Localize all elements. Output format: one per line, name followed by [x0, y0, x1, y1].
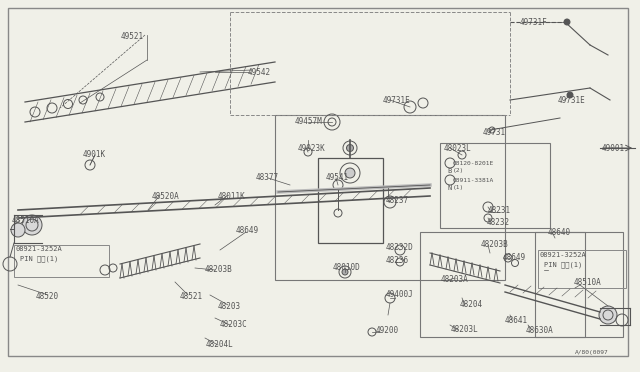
Text: 48203B: 48203B — [481, 240, 509, 249]
Text: 48510A: 48510A — [12, 216, 40, 225]
Text: A/80(0097: A/80(0097 — [575, 350, 609, 355]
Text: 48203L: 48203L — [451, 325, 479, 334]
Text: 48010D: 48010D — [333, 263, 361, 272]
Text: 48203B: 48203B — [205, 265, 233, 274]
Text: 49521: 49521 — [120, 32, 143, 41]
Text: 49731: 49731 — [483, 128, 506, 137]
Text: 48203: 48203 — [218, 302, 241, 311]
Circle shape — [599, 306, 617, 324]
Bar — [420, 232, 585, 337]
Text: PIN ピン(1): PIN ピン(1) — [544, 261, 582, 267]
Text: PIN ピン(1): PIN ピン(1) — [20, 255, 58, 262]
Text: 49731E: 49731E — [558, 96, 586, 105]
Bar — [318, 158, 383, 243]
Text: 49457M: 49457M — [295, 117, 323, 126]
Circle shape — [564, 19, 570, 25]
Bar — [538, 250, 626, 288]
Text: 49731E: 49731E — [383, 96, 411, 105]
Circle shape — [567, 92, 573, 98]
Bar — [440, 143, 550, 228]
Text: 49400J: 49400J — [386, 290, 413, 299]
Text: 49001: 49001 — [602, 144, 625, 153]
Text: 08120-8201E: 08120-8201E — [453, 161, 494, 166]
Text: 4901K: 4901K — [83, 150, 106, 159]
Text: 48023L: 48023L — [444, 144, 472, 153]
Text: 48236: 48236 — [386, 256, 409, 265]
Text: 48237: 48237 — [386, 196, 409, 205]
Text: 49731F: 49731F — [520, 18, 548, 27]
Circle shape — [346, 144, 353, 151]
Text: 48641: 48641 — [505, 316, 528, 325]
Text: 49541: 49541 — [326, 173, 349, 182]
Text: 08921-3252A: 08921-3252A — [540, 252, 587, 258]
Circle shape — [22, 215, 42, 235]
Text: 48011K: 48011K — [218, 192, 246, 201]
Bar — [535, 232, 623, 337]
Text: 48510A: 48510A — [574, 278, 602, 287]
Text: 48203A: 48203A — [441, 275, 468, 284]
Circle shape — [11, 223, 25, 237]
Text: 49542: 49542 — [248, 68, 271, 77]
Text: 48204: 48204 — [460, 300, 483, 309]
Text: 48204L: 48204L — [206, 340, 234, 349]
Text: 49200: 49200 — [376, 326, 399, 335]
Bar — [275, 115, 505, 280]
Text: 48232: 48232 — [487, 218, 510, 227]
Text: 48640: 48640 — [548, 228, 571, 237]
Circle shape — [342, 269, 348, 275]
Text: 48232D: 48232D — [386, 243, 413, 252]
Text: 48649: 48649 — [236, 226, 259, 235]
Text: 48630A: 48630A — [526, 326, 554, 335]
Text: 08921-3252A: 08921-3252A — [16, 246, 63, 252]
Text: (1): (1) — [453, 185, 464, 190]
Text: 48231: 48231 — [488, 206, 511, 215]
Text: (2): (2) — [453, 168, 464, 173]
Text: N: N — [447, 185, 451, 191]
Text: 48203C: 48203C — [220, 320, 248, 329]
Text: 48377: 48377 — [256, 173, 279, 182]
Circle shape — [345, 168, 355, 178]
Text: 48520: 48520 — [36, 292, 59, 301]
Bar — [14, 245, 109, 277]
Text: 08911-3381A: 08911-3381A — [453, 178, 494, 183]
Text: 48520A: 48520A — [152, 192, 180, 201]
Text: 49023K: 49023K — [298, 144, 326, 153]
Text: 48521: 48521 — [180, 292, 203, 301]
Text: 48649: 48649 — [503, 253, 526, 262]
Text: B: B — [447, 168, 451, 174]
